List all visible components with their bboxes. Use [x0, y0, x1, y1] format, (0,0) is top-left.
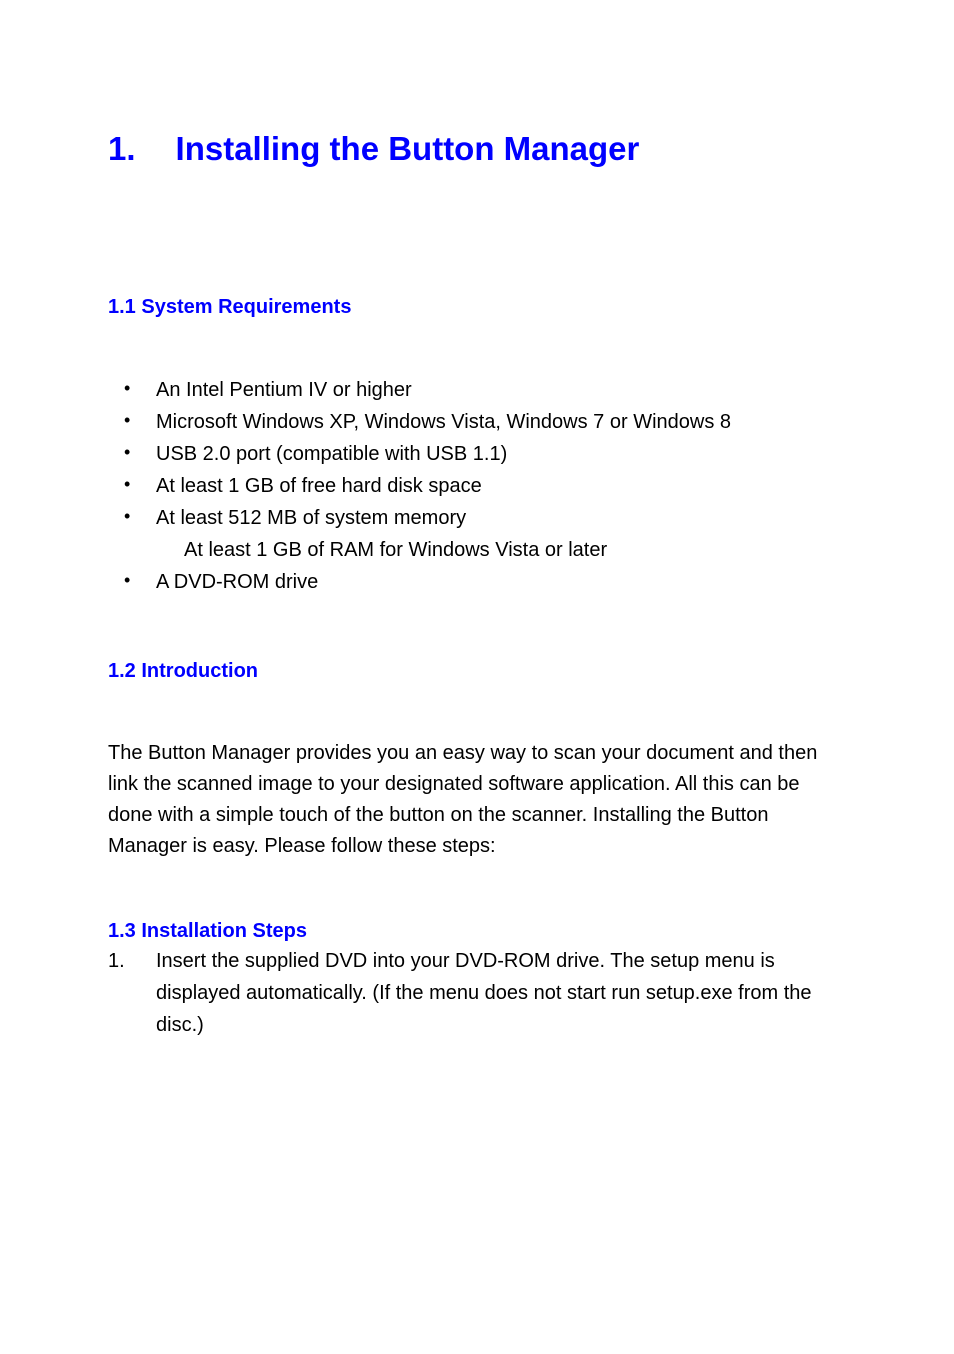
list-item: An Intel Pentium IV or higher [108, 374, 849, 406]
chapter-title: 1. Installing the Button Manager [108, 130, 849, 168]
installation-steps-list: 1. Insert the supplied DVD into your DVD… [108, 945, 849, 1041]
requirements-list: An Intel Pentium IV or higher Microsoft … [108, 374, 849, 598]
list-item-subtext: At least 1 GB of RAM for Windows Vista o… [156, 534, 849, 566]
step-text: Insert the supplied DVD into your DVD-RO… [156, 950, 812, 1036]
introduction-paragraph: The Button Manager provides you an easy … [108, 738, 849, 862]
chapter-number: 1. [108, 130, 136, 168]
section-heading-installation: 1.3 Installation Steps [108, 920, 849, 943]
list-item: At least 512 MB of system memory At leas… [108, 502, 849, 566]
list-item-text: At least 512 MB of system memory [156, 507, 466, 529]
list-item: 1. Insert the supplied DVD into your DVD… [108, 945, 849, 1041]
step-number: 1. [108, 945, 125, 977]
section-heading-introduction: 1.2 Introduction [108, 660, 849, 683]
section-heading-requirements: 1.1 System Requirements [108, 296, 849, 319]
list-item: At least 1 GB of free hard disk space [108, 470, 849, 502]
list-item: USB 2.0 port (compatible with USB 1.1) [108, 438, 849, 470]
list-item: A DVD-ROM drive [108, 566, 849, 598]
chapter-title-text: Installing the Button Manager [176, 130, 640, 167]
list-item: Microsoft Windows XP, Windows Vista, Win… [108, 406, 849, 438]
